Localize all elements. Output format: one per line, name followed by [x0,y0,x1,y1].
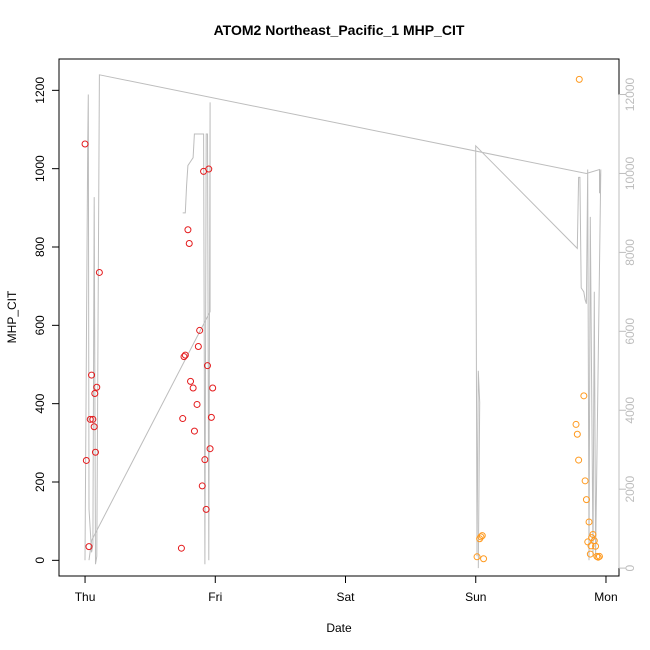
points-group [81,75,603,563]
y2-tick-label: 0 [623,564,637,571]
data-point-red [205,165,213,173]
y2-tick-label: 10000 [623,156,637,190]
x-axis-label: Date [326,621,352,635]
data-point-orange [575,456,583,464]
y-tick-label: 400 [33,393,47,413]
data-point-orange [585,518,593,526]
data-point-orange [592,542,600,550]
data-point-red [201,456,209,464]
data-point-red [177,544,185,552]
data-point-orange [478,532,486,540]
data-point-red [88,371,96,379]
x-tick-label: Thu [75,590,96,604]
plot-frame [58,58,620,577]
data-point-red [198,482,206,490]
data-point-orange [581,477,589,485]
data-point-red [185,239,193,247]
y2-tick-label: 2000 [623,476,637,503]
data-point-red [91,389,99,397]
data-point-orange [580,392,588,400]
data-point-orange [480,555,488,563]
line-series-group [84,74,602,569]
data-point-orange [473,553,481,561]
data-point-red [184,226,192,234]
data-point-red [86,415,94,423]
data-point-orange [582,496,590,504]
y-tick-label: 1200 [33,77,47,104]
line-series-1 [84,74,602,569]
line-series-2 [88,102,211,565]
data-point-red [194,342,202,350]
data-point-red [91,448,99,456]
y-tick-label: 0 [33,557,47,564]
data-point-red [207,413,215,421]
data-point-red [202,505,210,513]
data-point-red [95,268,103,276]
data-point-orange [575,75,583,83]
y-tick-label: 600 [33,315,47,335]
data-point-red [203,362,211,370]
y-axis-right: 0 2000 4000 6000 8000 10000 12000 [618,78,637,571]
data-point-orange [595,552,603,560]
chart-title: ATOM2 Northeast_Pacific_1 MHP_CIT [214,22,465,38]
data-point-red [196,326,204,334]
data-point-orange [593,552,601,560]
x-tick-label: Fri [208,590,222,604]
data-point-orange [477,533,485,541]
y2-tick-label: 12000 [623,78,637,112]
data-point-red [179,415,187,423]
data-point-red [189,384,197,392]
data-point-orange [572,420,580,428]
data-point-red [85,543,93,551]
y-axis-label: MHP_CIT [5,290,19,343]
y2-tick-label: 4000 [623,397,637,424]
data-point-red [193,400,201,408]
data-point-orange [586,550,594,558]
data-point-red [89,415,97,423]
data-point-orange [573,430,581,438]
y2-tick-label: 8000 [623,239,637,266]
data-point-red [187,377,195,385]
x-tick-label: Sat [337,590,356,604]
y-tick-label: 800 [33,237,47,257]
data-point-red [90,423,98,431]
data-point-red [181,351,189,359]
y-tick-label: 1000 [33,155,47,182]
data-point-red [81,140,89,148]
x-tick-label: Sun [465,590,486,604]
y2-tick-label: 6000 [623,318,637,345]
data-point-red [206,445,214,453]
x-tick-label: Mon [594,590,617,604]
data-point-red [82,456,90,464]
data-point-red [93,383,101,391]
data-point-red [190,427,198,435]
data-point-red [180,353,188,361]
x-axis: Thu Fri Sat Sun Mon [75,575,618,604]
data-point-red [209,384,217,392]
data-point-orange [594,553,602,561]
y-axis: 0 200 400 600 800 1000 1200 [33,77,60,564]
data-point-orange [587,542,595,550]
data-point-orange [589,530,597,538]
y-tick-label: 200 [33,472,47,492]
